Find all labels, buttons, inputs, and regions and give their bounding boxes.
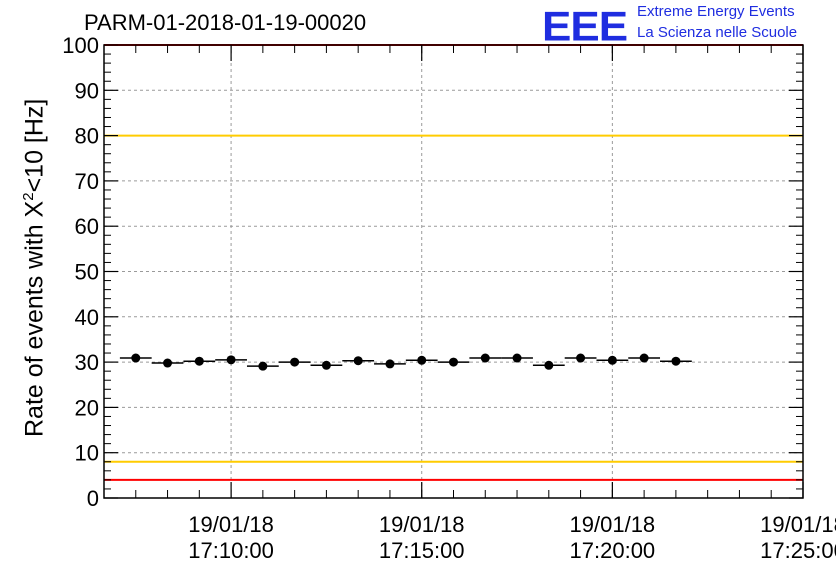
data-point [576, 353, 586, 363]
x-tick-label-date: 19/01/18 [188, 512, 274, 537]
data-point [194, 356, 204, 366]
data-point [353, 356, 363, 366]
x-tick-label-time: 17:10:00 [188, 538, 274, 563]
y-tick-label: 40 [75, 305, 99, 330]
data-point [417, 355, 427, 365]
data-point [671, 356, 681, 366]
x-tick-label-date: 19/01/18 [570, 512, 656, 537]
x-tick-label-time: 17:15:00 [379, 538, 465, 563]
data-point [131, 353, 141, 363]
logo-text-line2: La Scienza nelle Scuole [637, 24, 798, 41]
data-point [639, 353, 649, 363]
y-tick-label: 50 [75, 260, 99, 285]
y-tick-label: 20 [75, 395, 99, 420]
y-tick-label: 100 [62, 33, 99, 58]
data-point [163, 358, 173, 368]
data-point [480, 353, 490, 363]
data-point [544, 360, 554, 370]
y-tick-label: 70 [75, 169, 99, 194]
eee-logo: EEE [542, 3, 628, 50]
data-point [321, 360, 331, 370]
y-tick-label: 90 [75, 78, 99, 103]
data-point [448, 357, 458, 367]
data-point [226, 355, 236, 365]
y-tick-label: 0 [87, 486, 99, 511]
x-tick-label-time: 17:20:00 [570, 538, 656, 563]
data-point [258, 361, 268, 371]
y-tick-label: 10 [75, 441, 99, 466]
data-point [607, 355, 617, 365]
data-point [385, 359, 395, 369]
y-tick-label: 60 [75, 214, 99, 239]
x-tick-label-time: 17:25:00 [760, 538, 836, 563]
x-tick-label-date: 19/01/18 [379, 512, 465, 537]
data-point [290, 357, 300, 367]
y-tick-label: 30 [75, 350, 99, 375]
data-point [512, 353, 522, 363]
y-tick-label: 80 [75, 124, 99, 149]
x-tick-label-date: 19/01/18 [760, 512, 836, 537]
logo-text-line1: Extreme Energy Events [637, 3, 795, 20]
chart-title: PARM-01-2018-01-19-00020 [84, 10, 367, 35]
